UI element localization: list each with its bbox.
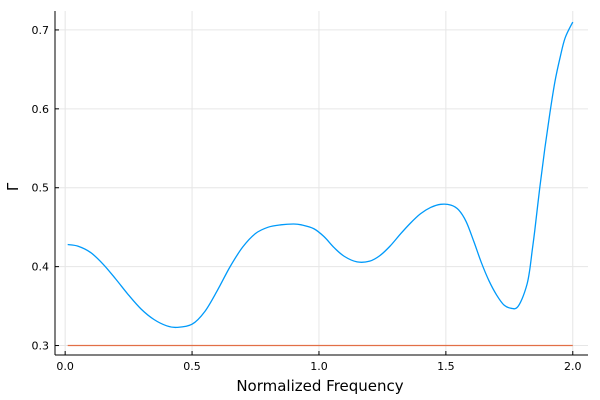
- x-tick-label: 0.0: [56, 360, 74, 373]
- axes-frame: [54, 11, 588, 356]
- x-tick-label: 0.5: [183, 360, 201, 373]
- y-tick-label: 0.6: [32, 103, 50, 116]
- y-tick-label: 0.4: [32, 261, 50, 274]
- x-tick-label: 1.0: [310, 360, 328, 373]
- x-axis: 0.0 0.5 1.0 1.5 2.0: [56, 351, 582, 373]
- plot-area: [67, 21, 574, 347]
- y-tick-label: 0.5: [32, 182, 50, 195]
- series-line-1: [67, 21, 574, 329]
- x-axis-label: Normalized Frequency: [236, 377, 403, 395]
- y-tick-label: 0.7: [32, 24, 50, 37]
- y-tick-label: 0.3: [32, 340, 50, 353]
- y-axis-label: Γ: [4, 182, 22, 191]
- x-tick-label: 1.5: [437, 360, 455, 373]
- y-axis: 0.3 0.4 0.5 0.6 0.7: [32, 24, 59, 353]
- x-tick-label: 2.0: [564, 360, 582, 373]
